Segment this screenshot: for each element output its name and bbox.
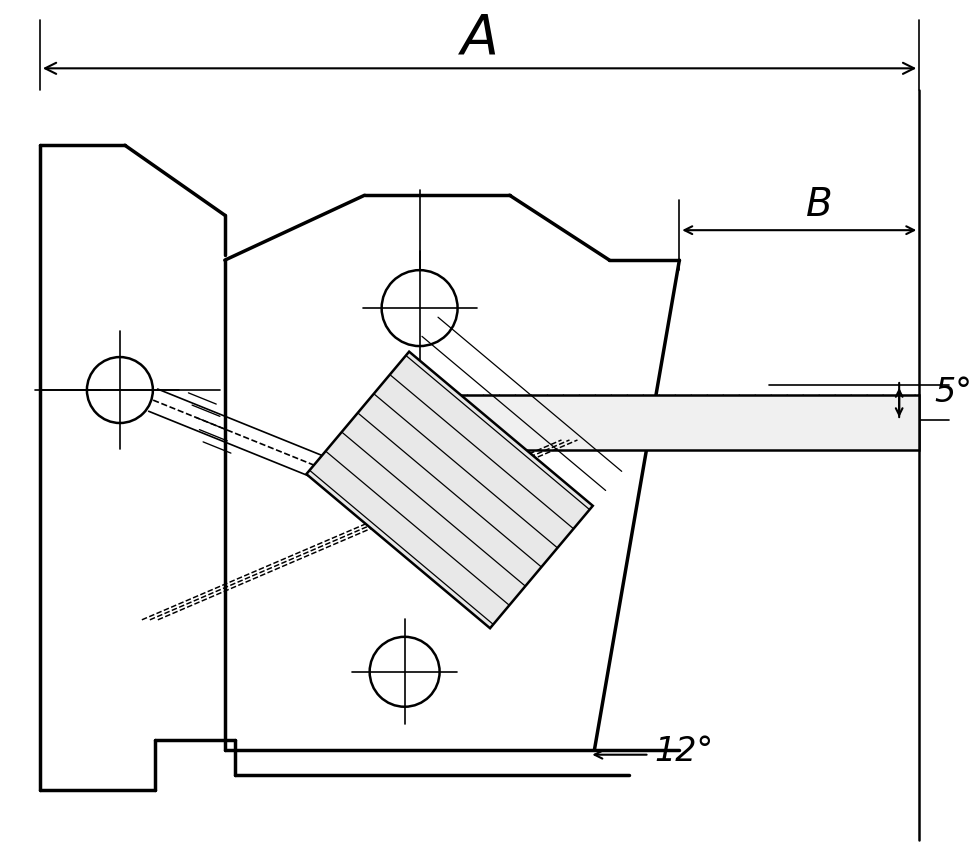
Text: A: A [461,12,499,65]
Text: 12°: 12° [655,735,713,769]
Polygon shape [429,395,919,450]
Text: B: B [806,187,833,224]
Polygon shape [307,352,593,628]
Text: 5°: 5° [934,376,972,408]
